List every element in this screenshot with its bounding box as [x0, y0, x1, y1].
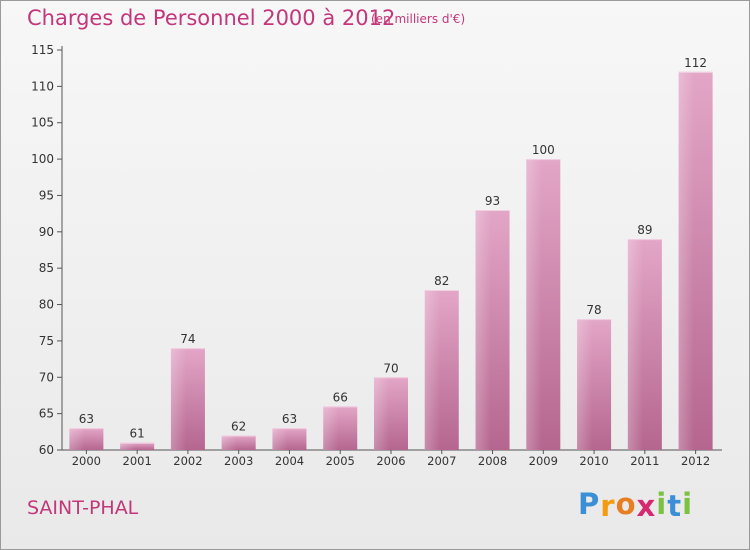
bar-highlight	[475, 210, 491, 450]
x-tick-label: 2001	[123, 454, 152, 468]
x-tick-label: 2012	[681, 454, 710, 468]
y-tick-label: 110	[31, 79, 54, 93]
bar-highlight	[221, 435, 237, 450]
y-tick-label: 105	[31, 116, 54, 130]
bar	[120, 442, 155, 450]
data-label: 82	[434, 274, 449, 288]
logo-letter: P	[578, 487, 601, 521]
x-tick-label: 2008	[478, 454, 507, 468]
bar-highlight	[678, 71, 694, 451]
bar-highlight	[374, 377, 390, 450]
x-tick-label: 2004	[275, 454, 304, 468]
bar-highlight	[120, 442, 136, 450]
y-tick-label: 115	[31, 43, 54, 57]
data-label: 89	[637, 223, 652, 237]
data-label: 63	[79, 412, 94, 426]
y-tick-label: 90	[39, 225, 54, 239]
y-tick-label: 100	[31, 152, 54, 166]
x-tick-label: 2000	[72, 454, 101, 468]
data-label: 62	[231, 419, 246, 433]
bar-highlight	[526, 159, 542, 450]
data-label: 61	[130, 427, 145, 441]
y-tick-label: 60	[39, 443, 54, 457]
x-tick-label: 2007	[427, 454, 456, 468]
logo-letter: x	[636, 489, 657, 523]
bar-highlight	[69, 428, 85, 450]
y-tick-label: 85	[39, 261, 54, 275]
y-tick-label: 80	[39, 298, 54, 312]
place-name: SAINT-PHAL	[27, 497, 139, 519]
logo-letter: t	[667, 489, 683, 523]
proxiti-logo: Proxiti	[578, 487, 694, 523]
data-label: 66	[333, 390, 348, 404]
chart-title: Charges de Personnel 2000 à 2012	[27, 6, 396, 30]
bar-highlight	[424, 290, 441, 450]
data-label: 70	[383, 361, 398, 375]
x-tick-label: 2003	[224, 454, 253, 468]
logo-letter: r	[600, 489, 616, 523]
x-tick-label: 2009	[529, 454, 558, 468]
x-tick-label: 2002	[173, 454, 202, 468]
data-label: 74	[180, 332, 195, 346]
logo-letter: i	[682, 487, 694, 521]
x-tick-label: 2006	[376, 454, 405, 468]
bar-highlight	[170, 348, 187, 450]
y-tick-label: 95	[39, 188, 54, 202]
logo-letter: i	[656, 487, 668, 521]
data-label: 100	[532, 143, 555, 157]
bar-highlight	[577, 319, 593, 450]
data-label: 93	[485, 194, 500, 208]
x-tick-label: 2011	[630, 454, 659, 468]
y-tick-label: 65	[39, 407, 54, 421]
data-label: 78	[586, 303, 601, 317]
y-tick-label: 75	[39, 334, 54, 348]
bar-highlight	[272, 428, 288, 450]
x-tick-label: 2010	[579, 454, 608, 468]
y-tick-label: 70	[39, 370, 54, 384]
bar-highlight	[323, 406, 339, 450]
data-label: 112	[684, 56, 707, 70]
chart-subtitle: (en milliers d'€)	[371, 12, 466, 26]
x-tick-label: 2005	[326, 454, 355, 468]
logo-letter: o	[615, 487, 637, 521]
bar-highlight	[627, 239, 644, 450]
data-label: 63	[282, 412, 297, 426]
